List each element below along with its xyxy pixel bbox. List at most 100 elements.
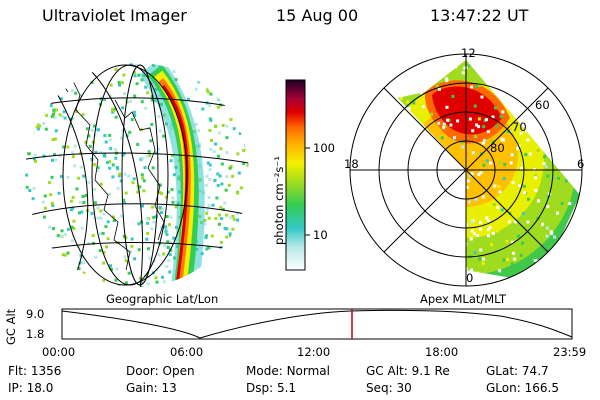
image-pixel bbox=[390, 279, 393, 282]
image-pixel bbox=[566, 251, 569, 255]
image-pixel bbox=[354, 86, 357, 89]
image-pixel bbox=[494, 106, 497, 110]
image-pixel bbox=[563, 82, 567, 86]
image-pixel bbox=[212, 261, 216, 265]
image-pixel bbox=[241, 219, 245, 222]
image-pixel bbox=[570, 149, 574, 153]
image-pixel bbox=[139, 276, 143, 280]
image-pixel bbox=[36, 127, 40, 131]
image-pixel bbox=[239, 71, 243, 75]
image-pixel bbox=[164, 225, 168, 229]
image-pixel bbox=[387, 241, 390, 244]
orbit-ytick-high: 9.0 bbox=[26, 307, 45, 321]
image-pixel bbox=[580, 227, 583, 230]
image-pixel bbox=[120, 81, 124, 85]
image-pixel bbox=[136, 142, 140, 146]
image-pixel bbox=[486, 204, 490, 207]
image-pixel bbox=[434, 265, 438, 269]
right-panel-caption: Apex MLat/MLT bbox=[420, 292, 507, 306]
image-pixel bbox=[514, 74, 518, 78]
image-pixel bbox=[571, 63, 575, 67]
image-pixel bbox=[167, 259, 171, 263]
image-pixel bbox=[430, 193, 434, 197]
image-pixel bbox=[209, 245, 213, 249]
image-pixel bbox=[111, 215, 115, 219]
image-pixel bbox=[553, 235, 556, 239]
image-pixel bbox=[399, 97, 403, 100]
image-pixel bbox=[165, 215, 169, 218]
image-pixel bbox=[94, 150, 98, 154]
image-pixel bbox=[99, 151, 103, 155]
image-pixel bbox=[212, 150, 216, 153]
image-pixel bbox=[204, 236, 208, 240]
orbit-xtick: 06:00 bbox=[170, 345, 204, 359]
image-pixel bbox=[238, 277, 242, 281]
image-pixel bbox=[533, 259, 537, 262]
image-pixel bbox=[79, 165, 83, 169]
image-pixel bbox=[401, 130, 405, 133]
image-pixel bbox=[208, 74, 212, 78]
image-pixel bbox=[465, 223, 469, 227]
image-pixel bbox=[123, 172, 127, 176]
image-pixel bbox=[49, 71, 53, 75]
image-pixel bbox=[42, 215, 46, 219]
image-pixel bbox=[87, 65, 91, 69]
image-pixel bbox=[533, 174, 537, 178]
image-pixel bbox=[55, 89, 59, 93]
image-pixel bbox=[507, 129, 510, 133]
image-pixel bbox=[372, 86, 375, 89]
image-pixel bbox=[71, 155, 75, 159]
image-pixel bbox=[383, 69, 386, 72]
image-pixel bbox=[505, 239, 509, 243]
image-pixel bbox=[372, 136, 375, 139]
image-pixel bbox=[363, 230, 366, 233]
image-pixel bbox=[141, 176, 145, 180]
image-pixel bbox=[581, 215, 584, 218]
image-pixel bbox=[32, 264, 36, 268]
image-pixel bbox=[147, 150, 151, 154]
image-pixel bbox=[43, 271, 47, 275]
image-pixel bbox=[111, 109, 115, 113]
image-pixel bbox=[391, 263, 394, 266]
image-pixel bbox=[216, 154, 220, 158]
image-pixel bbox=[555, 60, 558, 64]
image-pixel bbox=[90, 211, 94, 215]
image-pixel bbox=[116, 167, 120, 171]
image-pixel bbox=[488, 225, 492, 229]
image-pixel bbox=[442, 231, 446, 235]
image-pixel bbox=[514, 220, 517, 224]
image-pixel bbox=[58, 154, 62, 158]
image-pixel bbox=[70, 89, 74, 92]
image-pixel bbox=[222, 88, 226, 91]
image-pixel bbox=[130, 244, 134, 248]
image-pixel bbox=[81, 195, 85, 198]
image-pixel bbox=[153, 99, 157, 103]
image-pixel bbox=[108, 133, 112, 137]
image-pixel bbox=[366, 66, 369, 69]
image-pixel bbox=[477, 173, 481, 176]
image-pixel bbox=[225, 136, 229, 140]
image-pixel bbox=[454, 65, 457, 68]
image-pixel bbox=[361, 210, 364, 213]
image-pixel bbox=[205, 211, 209, 215]
image-pixel bbox=[144, 274, 148, 278]
image-pixel bbox=[437, 189, 441, 193]
image-pixel bbox=[509, 161, 513, 165]
image-pixel bbox=[66, 281, 70, 284]
image-pixel bbox=[166, 190, 170, 194]
image-pixel bbox=[249, 185, 252, 188]
image-pixel bbox=[239, 79, 243, 83]
image-pixel bbox=[114, 67, 118, 71]
image-pixel bbox=[63, 278, 67, 281]
image-pixel bbox=[538, 114, 542, 118]
image-pixel bbox=[379, 67, 382, 70]
image-pixel bbox=[75, 110, 79, 113]
image-pixel bbox=[206, 246, 210, 250]
image-pixel bbox=[487, 219, 490, 222]
image-pixel bbox=[513, 135, 517, 139]
image-pixel bbox=[30, 257, 34, 261]
time-label: 13:47:22 UT bbox=[430, 6, 529, 25]
image-pixel bbox=[560, 202, 564, 205]
mlt-label-6: 6 bbox=[577, 157, 585, 171]
image-pixel bbox=[214, 124, 218, 128]
